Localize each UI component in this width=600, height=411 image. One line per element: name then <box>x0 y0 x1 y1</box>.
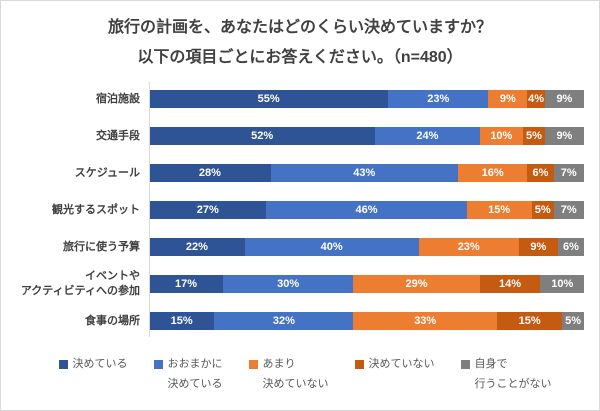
legend-item: 自身で 行うことがない <box>460 355 552 395</box>
bar-segment: 15% <box>466 200 532 219</box>
chart-row: 観光するスポット 27% 46% 15% 5% 7% <box>1 191 584 228</box>
chart-plot-area: 宿泊施設 55% 23% 9% 4% 9% 交通手段 52% 24% 10% 5% 9% スケジュール 2… <box>1 80 599 339</box>
bar-segment: 14% <box>479 274 541 293</box>
legend-item: 決めていない <box>354 355 435 375</box>
chart-title-line2: 以下の項目ごとにお答えください。（n=480） <box>137 48 463 66</box>
legend-marker-icon <box>248 360 258 370</box>
chart-row: イベントや アクティビティへの参加 17% 30% 29% 14% 10% <box>1 265 584 302</box>
chart-title-line1: 旅行の計画を、あなたはどのくらい決めていますか？ <box>107 19 492 36</box>
category-label: イベントや アクティビティへの参加 <box>20 270 140 297</box>
bar-segment: 23% <box>418 237 519 256</box>
legend-label: 自身で 行うことがない <box>474 358 552 390</box>
category-label: 旅行に使う予算 <box>63 240 140 253</box>
bar-segment: 33% <box>353 311 497 330</box>
bar-segment: 22% <box>149 237 245 256</box>
bar-segment: 5% <box>531 200 554 219</box>
bar-segment: 40% <box>244 237 419 256</box>
bar-segment: 32% <box>214 311 354 330</box>
legend-item: あまり 決めていない <box>248 355 329 395</box>
bar-track: 17% 30% 29% 14% 10% <box>149 274 584 293</box>
y-axis-line <box>149 82 150 338</box>
bar-segment: 10% <box>540 274 584 293</box>
bar-segment: 24% <box>375 126 480 145</box>
bar-segment: 30% <box>222 274 354 293</box>
bar-segment: 43% <box>270 163 458 182</box>
bar-track: 15% 32% 33% 15% 5% <box>149 311 584 330</box>
category-label: 観光するスポット <box>52 203 140 216</box>
bar-segment: 5% <box>562 311 584 330</box>
bar-segment: 46% <box>266 200 467 219</box>
bar-track: 28% 43% 16% 6% 7% <box>149 163 584 182</box>
legend-label: おおまかに 決めている <box>167 358 223 390</box>
bar-segment: 7% <box>553 163 584 182</box>
bar-segment: 16% <box>457 163 528 182</box>
category-label: スケジュール <box>74 166 140 179</box>
bar-segment: 52% <box>149 126 376 145</box>
bar-rows: 宿泊施設 55% 23% 9% 4% 9% 交通手段 52% 24% 10% 5% 9% スケジュール 2… <box>1 80 584 339</box>
chart-row: 食事の場所 15% 32% 33% 15% 5% <box>1 302 584 339</box>
bar-segment: 9% <box>488 89 528 108</box>
bar-segment: 9% <box>544 126 584 145</box>
legend-item: 決めている <box>58 355 128 375</box>
bar-track: 52% 24% 10% 5% 9% <box>149 126 584 145</box>
bar-segment: 5% <box>523 126 545 145</box>
legend-marker-icon <box>460 360 470 370</box>
legend-item: おおまかに 決めている <box>153 355 223 395</box>
category-label: 宿泊施設 <box>96 92 140 105</box>
chart-row: 宿泊施設 55% 23% 9% 4% 9% <box>1 80 584 117</box>
bar-track: 55% 23% 9% 4% 9% <box>149 89 584 108</box>
bar-segment: 17% <box>149 274 223 293</box>
bar-segment: 28% <box>149 163 271 182</box>
bar-segment: 6% <box>527 163 554 182</box>
chart-row: 旅行に使う予算 22% 40% 23% 9% 6% <box>1 228 584 265</box>
bar-track: 22% 40% 23% 9% 6% <box>149 237 584 256</box>
category-label: 交通手段 <box>96 129 140 142</box>
legend-marker-icon <box>58 360 68 370</box>
bar-segment: 9% <box>518 237 558 256</box>
bar-segment: 15% <box>496 311 563 330</box>
bar-segment: 23% <box>388 89 489 108</box>
bar-segment: 10% <box>479 126 524 145</box>
bar-track: 27% 46% 15% 5% 7% <box>149 200 584 219</box>
category-label: 食事の場所 <box>85 314 140 327</box>
bar-segment: 6% <box>557 237 584 256</box>
legend-label: あまり 決めていない <box>262 358 329 390</box>
bar-segment: 9% <box>544 89 584 108</box>
legend-marker-icon <box>153 360 163 370</box>
bar-segment: 4% <box>527 89 545 108</box>
legend-label: 決めていない <box>368 358 435 371</box>
chart-row: スケジュール 28% 43% 16% 6% 7% <box>1 154 584 191</box>
bar-segment: 55% <box>149 89 389 108</box>
bar-segment: 7% <box>553 200 584 219</box>
bar-segment: 27% <box>149 200 267 219</box>
legend-marker-icon <box>354 360 364 370</box>
bar-segment: 15% <box>149 311 215 330</box>
legend-label: 決めている <box>72 358 128 371</box>
chart-title: 旅行の計画を、あなたはどのくらい決めていますか？ 以下の項目ごとにお答えください… <box>1 1 599 72</box>
legend: 決めている おおまかに 決めている あまり 決めていない 決めていない 自身で 行うことがない <box>1 355 599 395</box>
bar-segment: 29% <box>353 274 480 293</box>
chart-row: 交通手段 52% 24% 10% 5% 9% <box>1 117 584 154</box>
